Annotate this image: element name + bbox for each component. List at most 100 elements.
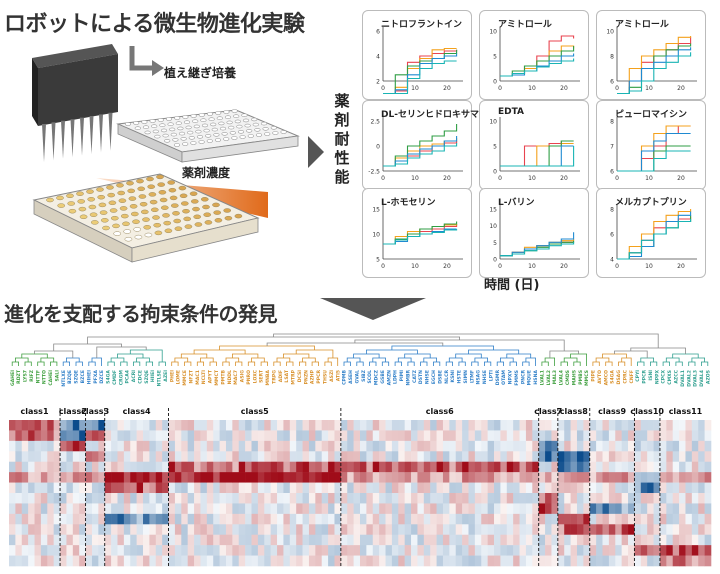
heatmap-cell — [596, 545, 603, 556]
heatmap-cell — [98, 440, 106, 452]
heatmap-cell — [468, 451, 476, 463]
leaf-label: CRGM — [118, 370, 124, 386]
heatmap-cell — [123, 545, 131, 556]
well-icon — [99, 210, 108, 215]
heatmap-cell — [608, 503, 616, 515]
heatmap-cell — [704, 513, 712, 525]
x-tick-label: 20 — [560, 85, 568, 92]
heatmap-cell — [525, 545, 533, 556]
pin-icon — [80, 117, 84, 156]
series-line — [617, 219, 692, 260]
transfer-label: 植え継ぎ培養 — [164, 66, 237, 80]
heatmap-cell — [136, 524, 144, 536]
heatmap-cell — [576, 555, 584, 567]
heatmap-cell — [200, 420, 208, 431]
heatmap-cell — [608, 440, 616, 452]
heatmap-cell — [251, 534, 259, 546]
heatmap-cell — [685, 451, 693, 463]
heatmap-cell — [481, 420, 488, 431]
heatmap-cell — [391, 513, 399, 525]
series-line — [383, 221, 458, 245]
leaf-label: PHEI — [169, 370, 175, 382]
heatmap-cell — [666, 430, 674, 442]
heatmap-cell — [366, 440, 374, 452]
well-icon — [185, 125, 192, 130]
heatmap-cell — [181, 534, 188, 546]
heatmap-cell — [404, 545, 412, 556]
heatmap-cell — [602, 534, 610, 546]
time-axis-label: 時間 (日) — [484, 278, 540, 293]
heatmap-cell — [353, 503, 361, 515]
heatmap-cell — [289, 524, 297, 536]
heatmap-cell — [334, 534, 342, 546]
heatmap-cell — [168, 440, 176, 452]
heatmap-cell — [181, 430, 188, 442]
heatmap-cell — [360, 440, 367, 452]
well-icon — [239, 135, 246, 139]
heatmap-cell — [583, 503, 591, 515]
heatmap-cell — [615, 430, 622, 442]
heatmap-cell — [270, 534, 278, 546]
heatmap-cell — [538, 451, 546, 463]
heatmap-cell — [225, 472, 233, 483]
heatmap-cell — [162, 461, 169, 473]
heatmap-cell — [340, 534, 348, 546]
heatmap-cell — [174, 451, 182, 463]
heatmap-cell — [315, 482, 323, 494]
heatmap-cell — [468, 555, 476, 567]
well-icon — [169, 127, 176, 132]
heatmap-cell — [283, 534, 291, 546]
well-icon — [178, 131, 186, 136]
heatmap-cell — [162, 420, 169, 431]
leaf-label: KSNI — [450, 370, 456, 383]
heatmap-cell — [187, 472, 195, 483]
heatmap-cell — [602, 451, 610, 463]
heatmap-cell — [206, 513, 214, 525]
heatmap-cell — [666, 555, 674, 567]
heatmap-cell — [615, 503, 622, 515]
heatmap-cell — [187, 430, 195, 442]
heatmap-cell — [449, 545, 457, 556]
heatmap-cell — [111, 503, 118, 515]
heatmap-cell — [519, 461, 527, 473]
heatmap-cell — [155, 493, 163, 504]
heatmap-cell — [455, 430, 463, 442]
y-tick-label: 5 — [493, 144, 497, 151]
well-icon — [216, 116, 223, 120]
heatmap-cell — [206, 534, 214, 546]
heatmap-cell — [379, 513, 386, 525]
heatmap-cell — [136, 555, 144, 567]
heatmap-cell — [385, 524, 393, 536]
heatmap-cell — [525, 503, 533, 515]
well-icon — [231, 136, 238, 140]
heatmap-cell — [206, 503, 214, 515]
heatmap-cell — [168, 430, 176, 442]
well-icon — [149, 119, 156, 123]
y-tick-label: 10 — [606, 29, 614, 36]
heatmap-cell — [500, 420, 508, 431]
heatmap-cell — [462, 451, 469, 463]
heatmap-cell — [334, 472, 342, 483]
leaf-label: FMMS — [514, 370, 520, 386]
heatmap-cell — [232, 440, 240, 452]
series-line — [500, 46, 575, 77]
dendrogram-branch — [276, 357, 291, 362]
heatmap-cell — [232, 534, 240, 546]
heatmap-cell — [360, 451, 367, 463]
heatmap-cell — [481, 440, 488, 452]
heatmap-cell — [340, 555, 348, 567]
heatmap-cell — [468, 482, 476, 494]
heatmap-cell — [98, 534, 106, 546]
heatmap-cell — [564, 482, 571, 494]
heatmap-cell — [85, 420, 93, 431]
heatmap-cell — [321, 461, 329, 473]
heatmap-cell — [117, 430, 125, 442]
heatmap-cell — [634, 430, 642, 442]
dendrogram-branch — [343, 361, 351, 366]
leaf-label: DSTN — [418, 370, 424, 384]
heatmap-cell — [685, 513, 693, 525]
heatmap-cell — [321, 524, 329, 536]
heatmap-cell — [277, 513, 284, 525]
heatmap-cell — [308, 513, 316, 525]
heatmap-cell — [9, 513, 16, 525]
